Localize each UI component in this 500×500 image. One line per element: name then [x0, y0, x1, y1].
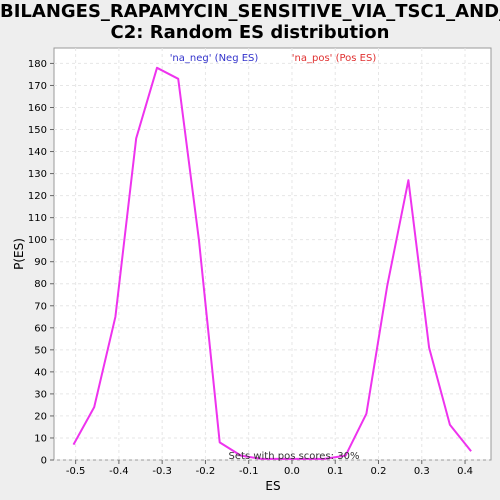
x-tick-label: -0.3 [152, 466, 172, 477]
x-tick-label: 0.1 [327, 466, 343, 477]
y-tick-label: 50 [34, 345, 47, 356]
y-tick-label: 10 [34, 433, 47, 444]
y-tick-label: 120 [28, 191, 47, 202]
y-tick-label: 130 [28, 169, 47, 180]
y-tick-label: 140 [28, 147, 47, 158]
y-tick-label: 0 [41, 456, 47, 467]
x-tick-label: 0.4 [457, 466, 473, 477]
y-tick-label: 160 [28, 103, 47, 114]
y-tick-label: 90 [34, 257, 47, 268]
x-tick-label: -0.2 [196, 466, 216, 477]
y-tick-label: 20 [34, 411, 47, 422]
series-line [72, 66, 472, 460]
y-tick-label: 110 [28, 213, 47, 224]
x-tick-label: 0.2 [371, 466, 387, 477]
y-tick-label: 30 [34, 389, 47, 400]
grid-lines [54, 48, 491, 461]
y-tick-label: 80 [34, 279, 47, 290]
x-tick-label: -0.5 [66, 466, 86, 477]
legend-pos: 'na_pos' (Pos ES) [292, 53, 377, 64]
x-axis-title: ES [265, 479, 280, 493]
y-tick-label: 180 [28, 59, 47, 70]
x-tick-label: -0.1 [239, 466, 259, 477]
chart-title: BILANGES_RAPAMYCIN_SENSITIVE_VIA_TSC1_AN… [0, 1, 500, 43]
chart-title-line-2: C2: Random ES distribution [110, 22, 390, 43]
y-tick-label: 60 [34, 323, 47, 334]
x-tick-label: -0.4 [109, 466, 129, 477]
legend-neg: 'na_neg' (Neg ES) [170, 53, 259, 64]
axes: 0 10 20 30 40 50 60 70 80 90 100 110 120 130 140 150 160… [28, 59, 473, 477]
y-tick-label: 170 [28, 81, 47, 92]
x-tick-label: 0.3 [414, 466, 430, 477]
y-tick-label: 40 [34, 367, 47, 378]
x-tick-label: 0.0 [284, 466, 300, 477]
y-axis-title: P(ES) [12, 238, 26, 270]
y-tick-label: 100 [28, 235, 47, 246]
plot-area [53, 47, 492, 461]
y-tick-label: 150 [28, 125, 47, 136]
chart-title-line-1: BILANGES_RAPAMYCIN_SENSITIVE_VIA_TSC1_AN… [0, 1, 500, 22]
y-tick-label: 70 [34, 301, 47, 312]
series-group [72, 66, 472, 460]
pos-scores-annotation: Sets with pos scores: 30% [229, 451, 360, 462]
